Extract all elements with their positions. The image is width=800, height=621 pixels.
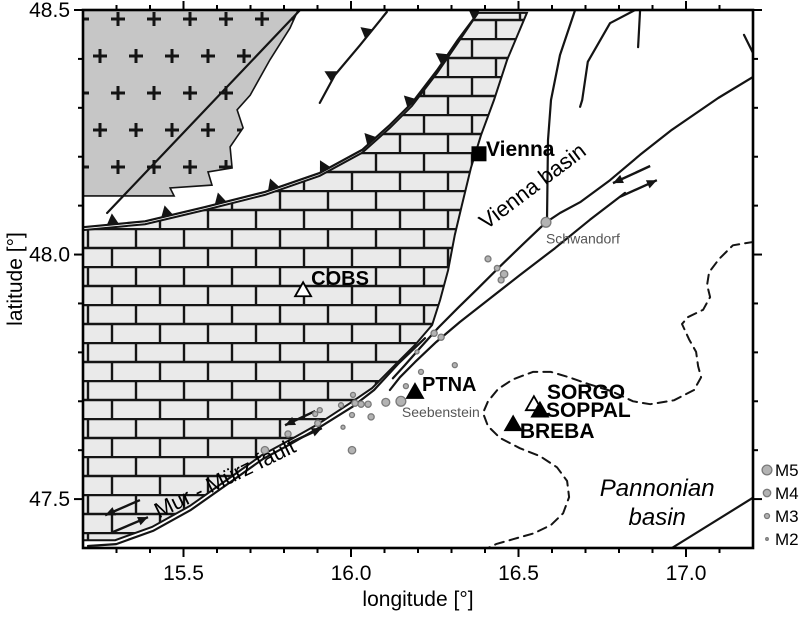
slip-arrow-head <box>285 416 296 426</box>
map-label: SORGO <box>547 381 625 404</box>
earthquake-marker <box>284 430 292 438</box>
earthquake-marker <box>381 397 391 407</box>
thrust-tooth <box>324 71 337 82</box>
thrust-tooth <box>267 178 280 191</box>
thrust-tooth <box>364 132 377 146</box>
thrust-tooth <box>161 205 173 218</box>
city-vienna-marker <box>471 146 487 162</box>
station-marker-breba <box>503 414 523 432</box>
station-marker-soppal <box>530 400 550 418</box>
earthquake-marker <box>395 395 407 407</box>
earthquake-marker <box>349 391 357 399</box>
earthquake-marker <box>414 349 420 355</box>
map-label: PTNA <box>422 374 476 396</box>
map-label: Pannonian <box>600 475 715 502</box>
map-label: basin <box>629 504 686 531</box>
earthquake-marker <box>437 333 445 341</box>
map-label: BREBA <box>520 420 595 443</box>
earthquake-marker <box>314 419 322 428</box>
x-tick-label: 16.5 <box>498 562 539 585</box>
map-label: Vienna <box>486 138 555 161</box>
earthquake-marker <box>364 400 372 408</box>
y-tick-label: 48.5 <box>29 0 70 22</box>
slip-arrow-head <box>310 428 322 437</box>
y-tick-label: 48.0 <box>29 244 70 267</box>
thrust-tooth <box>319 160 331 173</box>
thrust-tooth <box>403 95 416 108</box>
thrust-tooth <box>435 53 448 65</box>
earthquake-marker <box>430 329 438 338</box>
thrust-tooth <box>214 192 227 205</box>
legend-label: M4 <box>775 484 799 503</box>
station-marker-ptna <box>405 382 425 399</box>
legend-marker-m3 <box>763 512 771 520</box>
slip-arrow-head <box>612 174 624 184</box>
x-axis-label: longitude [°] <box>362 588 473 611</box>
slip-arrow-head <box>645 180 657 189</box>
magnitude-legend: M5 M4 M3 M2 <box>761 461 799 549</box>
earthquake-marker <box>316 406 323 414</box>
thrust-tooth <box>106 213 119 225</box>
map-label: SOPPAL <box>546 399 631 422</box>
slip-arrow-head <box>105 507 117 516</box>
earthquake-marker <box>260 445 270 455</box>
legend-marker-m5 <box>761 464 773 476</box>
x-tick-label: 15.5 <box>163 562 204 585</box>
map-label: COBS <box>311 268 369 290</box>
earthquake-marker <box>348 411 356 419</box>
axes-layer: 15.5 16.0 16.5 17.0 47.5 48.0 48.5 longitude [°… <box>4 0 762 611</box>
map-content <box>83 10 753 548</box>
earthquake-marker <box>347 445 357 455</box>
fault-vienna-basin-transfer-south <box>388 191 627 392</box>
y-axis-label: latitude [°] <box>4 232 27 326</box>
earthquake-marker <box>357 400 365 408</box>
earthquake-marker <box>484 255 492 263</box>
thrust-tooth <box>468 10 481 20</box>
station-marker-cobs <box>293 280 313 298</box>
earthquake-marker <box>497 276 505 284</box>
y-tick-label: 47.5 <box>29 488 70 511</box>
carbonate-brick-pattern <box>83 12 527 541</box>
crystalline-plus-pattern <box>83 10 299 196</box>
earthquake-marker <box>337 402 345 409</box>
x-tick-label: 16.0 <box>331 562 372 585</box>
earthquake-marker <box>417 368 425 376</box>
fault-vienna-basin-transfer-north <box>391 75 753 380</box>
fault-short-fault <box>636 10 642 49</box>
slip-arrow-head <box>137 516 148 526</box>
earthquake-marker <box>493 264 501 272</box>
map-label: Seebenstein <box>402 404 480 420</box>
legend-label: M5 <box>775 461 799 480</box>
fault-alpine-front-thrust <box>83 11 480 229</box>
fault-vienna-fault <box>545 10 577 222</box>
earthquake-marker <box>451 361 458 369</box>
thrust-tooth <box>360 27 373 39</box>
fault-thrust-upper <box>318 10 388 105</box>
map-label: Schwandorf <box>546 230 620 246</box>
x-tick-label: 17.0 <box>666 562 707 585</box>
earthquake-marker <box>340 424 346 430</box>
legend-label: M3 <box>775 507 799 526</box>
fault-basement-fault <box>105 10 302 215</box>
legend-marker-m4 <box>762 488 772 498</box>
legend-label: M2 <box>775 530 799 549</box>
earthquake-marker <box>540 216 552 228</box>
legend-marker-m2 <box>765 537 769 541</box>
fault-se-corner-fault <box>670 496 753 548</box>
fault-branch-fault <box>578 10 637 108</box>
earthquake-marker <box>367 413 375 421</box>
earthquake-marker <box>351 399 359 407</box>
earthquake-marker <box>499 269 509 279</box>
fault-mur-muerz-fault <box>86 337 427 548</box>
fault-basin-outline <box>482 240 753 548</box>
earthquake-marker <box>312 410 319 418</box>
earthquake-marker <box>402 382 410 390</box>
